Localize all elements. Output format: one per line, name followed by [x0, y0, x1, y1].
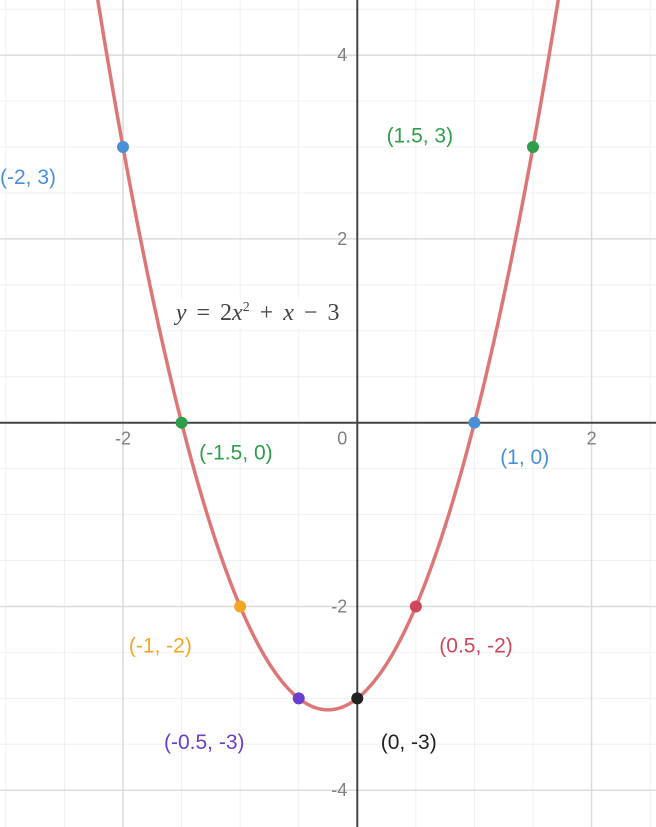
- eq-x: x: [232, 300, 243, 326]
- data-point: [234, 600, 246, 612]
- eq-plus: +: [256, 300, 278, 326]
- data-point: [176, 417, 188, 429]
- eq-exp: 2: [243, 300, 250, 315]
- y-tick-label: 2: [337, 229, 347, 249]
- data-point-label: (1.5, 3): [387, 124, 454, 147]
- data-point-label: (-1, -2): [129, 634, 192, 657]
- eq-coef: 2: [220, 300, 232, 326]
- y-tick-label: -4: [331, 780, 347, 800]
- eq-minus: −: [300, 300, 322, 326]
- data-point-label: (0.5, -2): [439, 634, 513, 657]
- data-point-label: (-1.5, 0): [199, 441, 273, 464]
- data-point: [293, 692, 305, 704]
- data-point: [468, 417, 480, 429]
- data-point-label: (1, 0): [500, 446, 549, 469]
- x-tick-label: 0: [337, 429, 347, 449]
- major-grid: [0, 0, 656, 827]
- parabola-curve: [94, 0, 563, 710]
- chart-container: -2 0 2 -4 -2 2 4 (-2, 3) (-1.5, 0) (-1, -2) (-0.5,…: [0, 0, 656, 827]
- parabola-chart: -2 0 2 -4 -2 2 4 (-2, 3) (-1.5, 0) (-1, -2) (-0.5,…: [0, 0, 656, 827]
- data-point: [527, 141, 539, 153]
- eq-term2: x: [283, 300, 294, 326]
- data-point-label: (-0.5, -3): [164, 731, 245, 754]
- data-point-label: (0, -3): [381, 731, 437, 754]
- data-point: [117, 141, 129, 153]
- x-tick-label: 2: [587, 429, 597, 449]
- y-tick-label: -2: [331, 596, 347, 616]
- x-tick-label: -2: [115, 429, 131, 449]
- equation-label: y = 2x2 + x − 3: [170, 298, 346, 329]
- data-point: [351, 692, 363, 704]
- minor-grid: [0, 0, 656, 827]
- y-tick-label: 4: [337, 45, 347, 65]
- eq-const: 3: [327, 300, 339, 326]
- eq-y: y: [176, 300, 187, 326]
- data-point: [410, 600, 422, 612]
- eq-equals: =: [193, 300, 215, 326]
- data-point-label: (-2, 3): [0, 166, 56, 189]
